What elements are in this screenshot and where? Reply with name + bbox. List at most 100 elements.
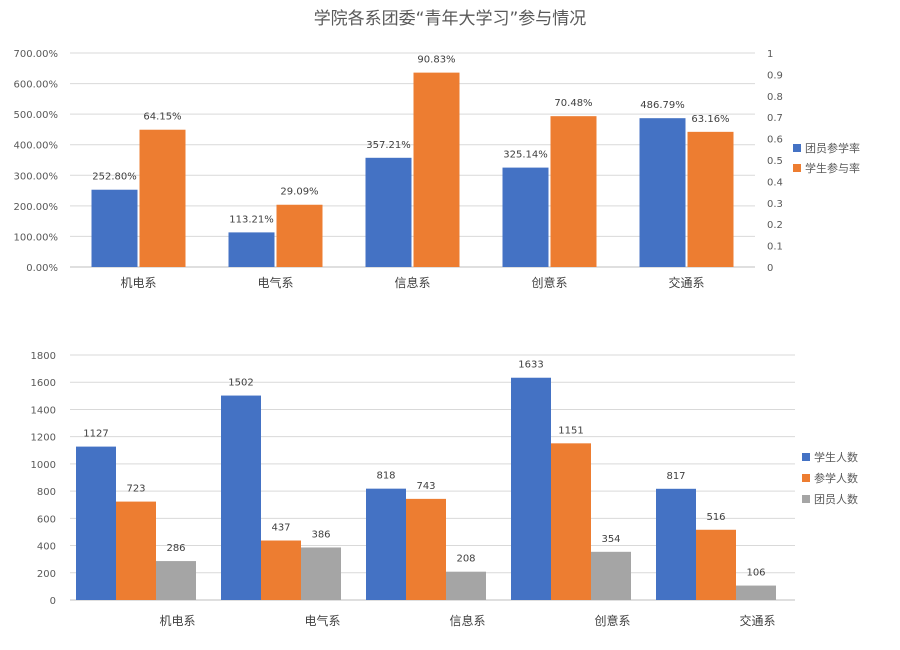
y-tick-label-right: 0.6 [767,135,783,146]
data-label: 63.16% [691,114,729,125]
bar [511,377,551,600]
bar [365,157,412,267]
y-tick-label: 600 [37,514,56,525]
bar [413,72,460,267]
y-tick-label: 1000 [31,460,56,471]
y-tick-label-right: 0.8 [767,92,783,103]
y-tick-label: 1200 [31,433,56,444]
y-tick-label-right: 0.2 [767,220,783,231]
data-label: 723 [126,484,145,495]
bar [639,118,686,268]
bar [406,498,446,600]
data-label: 1633 [518,360,543,371]
y-tick-label-left: 600.00% [14,80,59,91]
headcount-chart: 0 200 400 600 800 1000 1200 1400 1600 1800 机电系 电气系 信… [31,351,858,628]
bar [116,501,156,600]
data-label: 357.21% [366,140,411,151]
data-label: 818 [376,471,395,482]
data-label: 1151 [558,425,583,436]
category-label: 机电系 [120,276,156,290]
data-label: 354 [601,534,620,545]
legend-swatch [802,474,810,482]
y-tick-label-right: 0.4 [767,177,783,188]
bar [551,443,591,600]
bar [139,129,186,267]
page-title: 学院各系团委“青年大学习”参与情况 [314,9,587,29]
data-label: 29.09% [280,187,318,198]
data-label: 486.79% [640,100,685,111]
bar [156,561,196,600]
bar [656,488,696,600]
category-label: 交通系 [668,275,704,290]
data-label: 70.48% [554,98,592,109]
bar [228,232,275,267]
y-tick-label-left: 0.00% [26,263,58,274]
bar [366,488,406,600]
y-tick-label-right: 0.1 [767,242,783,253]
y-tick-label: 200 [37,569,56,580]
bar [502,167,549,267]
y-tick-label-left: 700.00% [14,49,59,60]
data-label: 1502 [228,378,253,389]
y-tick-label-right: 0.5 [767,156,783,167]
bar [276,204,323,267]
legend-label: 团员参学率 [805,141,860,155]
bar [446,571,486,600]
category-label: 机电系 [159,614,195,628]
legend-swatch [802,453,810,461]
legend-swatch [802,495,810,503]
data-label: 325.14% [503,150,548,161]
bar [687,131,734,267]
bar [261,540,301,600]
category-label: 创意系 [531,275,567,290]
category-label: 交通系 [739,613,775,628]
legend-label: 团员人数 [814,493,858,506]
data-label: 817 [666,471,685,482]
bar [76,446,116,600]
data-label: 106 [746,568,765,579]
y-tick-label: 800 [37,487,56,498]
y-tick-label: 400 [37,542,56,553]
bar [221,395,261,600]
legend-label: 学生参与率 [805,161,860,175]
category-label: 创意系 [594,613,630,628]
y-tick-label: 0 [50,596,56,607]
category-label: 信息系 [449,613,485,628]
y-tick-label-left: 400.00% [14,141,59,152]
y-tick-label: 1800 [31,351,56,362]
legend-label: 参学人数 [814,471,858,485]
bar [696,529,736,600]
legend-swatch [793,144,801,152]
category-label: 电气系 [257,275,293,290]
category-label: 电气系 [304,613,340,628]
data-label: 386 [311,529,330,540]
data-label: 208 [456,554,475,565]
y-tick-label-right: 0.9 [767,70,783,81]
data-label: 286 [166,543,185,554]
y-tick-label-right: 1 [767,49,773,60]
data-label: 113.21% [229,214,274,225]
y-tick-label-left: 200.00% [14,202,59,213]
participation-rate-chart: 0.00% 100.00% 200.00% 300.00% 400.00% 500.00%… [14,49,861,290]
data-label: 90.83% [417,55,455,66]
y-tick-label: 1600 [31,378,56,389]
data-label: 437 [271,523,290,534]
category-label: 信息系 [394,275,430,290]
y-tick-label: 1400 [31,405,56,416]
y-tick-label-left: 300.00% [14,171,59,182]
y-tick-label-right: 0.3 [767,199,783,210]
data-label: 64.15% [143,112,181,123]
data-label: 743 [416,481,435,492]
legend-swatch [793,164,801,172]
y-tick-label-right: 0.7 [767,113,783,124]
bar [301,547,341,600]
data-label: 1127 [83,429,108,440]
bar [550,116,597,268]
data-label: 516 [706,512,725,523]
bar [91,189,138,267]
y-tick-label-left: 500.00% [14,110,59,121]
data-label: 252.80% [92,172,137,183]
legend-label: 学生人数 [814,450,858,464]
bar [591,551,631,600]
